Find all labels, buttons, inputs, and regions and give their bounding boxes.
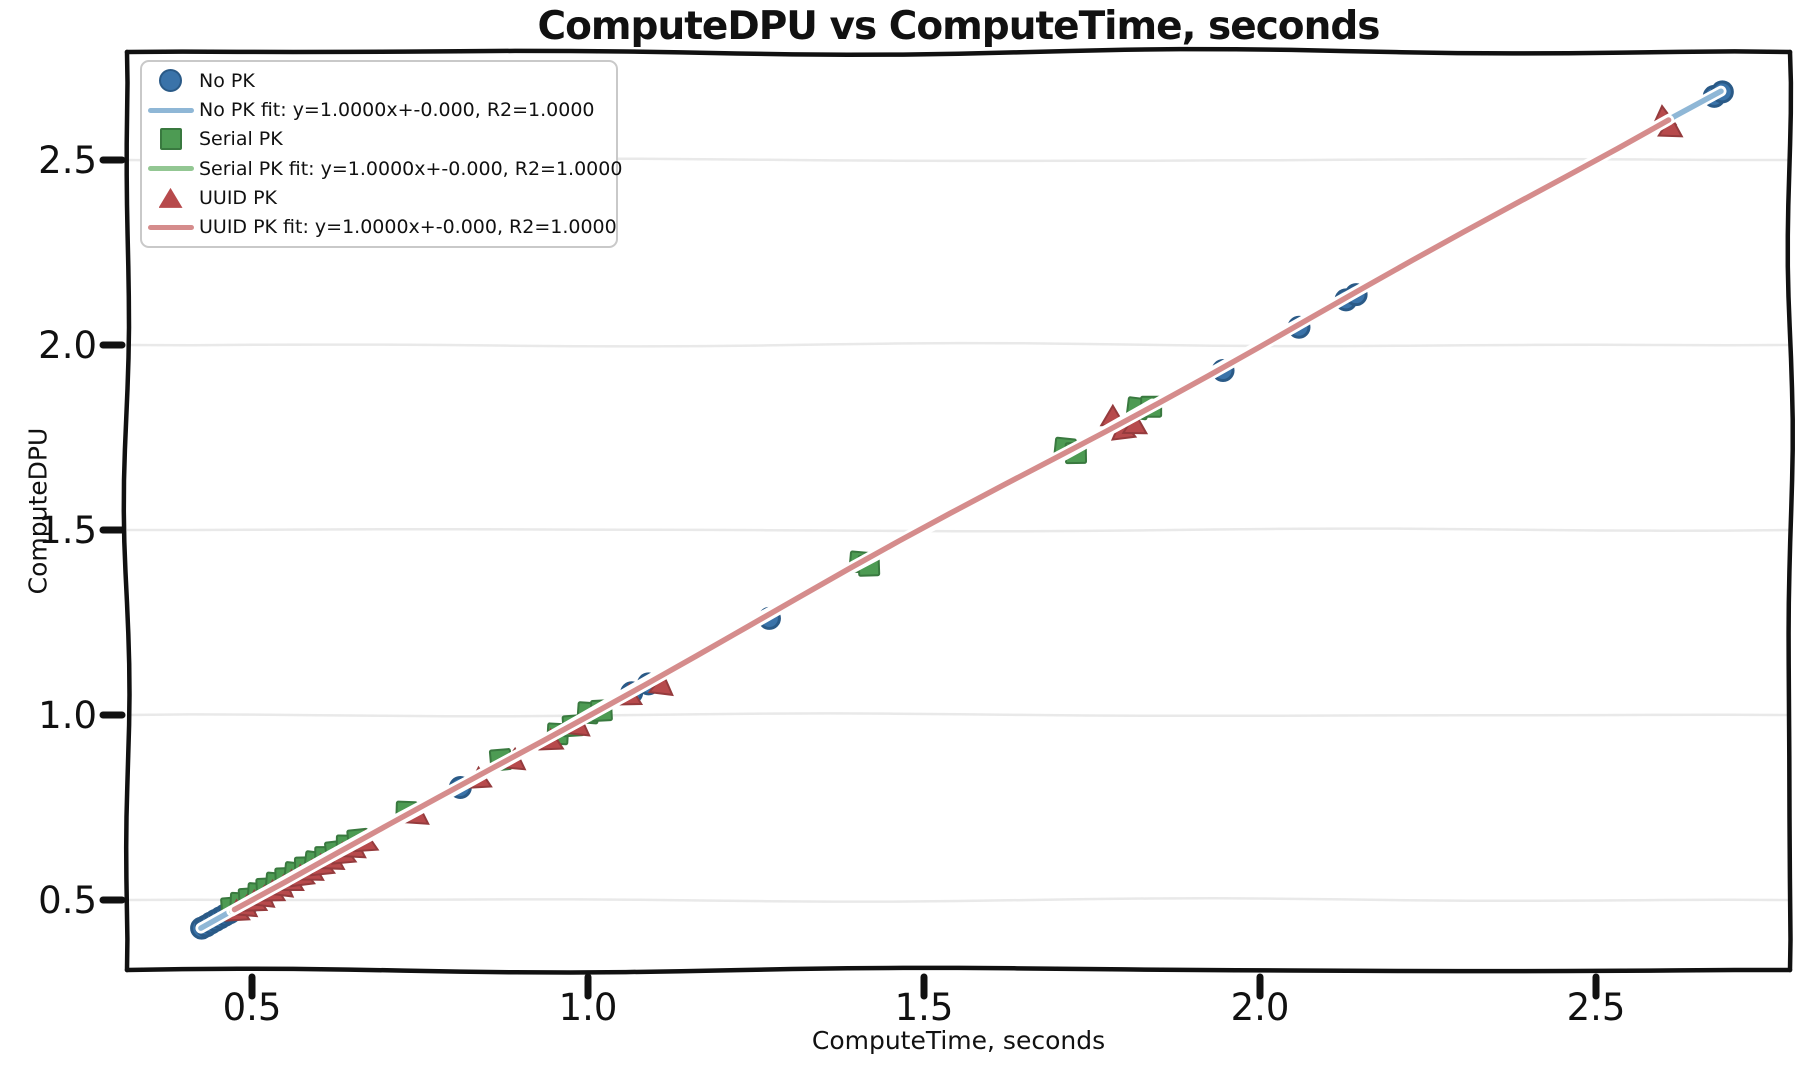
grid-line bbox=[127, 527, 1791, 533]
no-pk-circle-icon bbox=[159, 69, 182, 93]
y-tick-label: 1.0 bbox=[38, 694, 97, 737]
legend-row-uuid-pk: UUID PK bbox=[142, 183, 616, 212]
x-tick-label: 1.5 bbox=[895, 986, 954, 1029]
y-tick-label: 0.5 bbox=[38, 879, 97, 922]
legend-label: UUID PK bbox=[199, 186, 278, 209]
chart-title: ComputeDPU vs ComputeTime, seconds bbox=[537, 4, 1381, 49]
serial-pk-square-icon bbox=[159, 128, 182, 151]
x-tick-label: 2.0 bbox=[1231, 986, 1290, 1029]
plot-frame bbox=[1785, 49, 1795, 973]
grid-line bbox=[126, 341, 1791, 348]
grid-line bbox=[126, 897, 1791, 903]
y-tick-label: 2.5 bbox=[38, 139, 97, 182]
legend-row-serial-pk: Serial PK bbox=[142, 125, 616, 154]
grid-line bbox=[126, 712, 1791, 718]
y-axis-label: ComputeDPU bbox=[23, 427, 53, 595]
legend-label: UUID PK fit: y=1.0000x+-0.000, R2=1.0000 bbox=[199, 216, 617, 239]
legend: No PK No PK fit: y=1.0000x+-0.000, R2=1.… bbox=[140, 60, 622, 248]
uuid-pk-triangle-icon bbox=[158, 187, 183, 208]
legend-row-serial-pk-fit: Serial PK fit: y=1.0000x+-0.000, R2=1.00… bbox=[142, 154, 622, 183]
y-tick-label: 1.5 bbox=[38, 509, 97, 552]
x-axis-label: ComputeTime, seconds bbox=[811, 1026, 1106, 1055]
plot-frame bbox=[121, 49, 132, 973]
plot-frame bbox=[124, 965, 1793, 975]
y-tick-label: 2.0 bbox=[38, 324, 97, 367]
legend-row-no-pk-fit: No PK fit: y=1.0000x+-0.000, R2=1.0000 bbox=[142, 96, 616, 125]
x-tick-label: 1.0 bbox=[559, 986, 618, 1029]
uuid-pk-fit-line-icon bbox=[147, 224, 194, 230]
plot-frame bbox=[124, 46, 1793, 58]
x-tick-label: 0.5 bbox=[223, 986, 282, 1029]
legend-row-uuid-pk-fit: UUID PK fit: y=1.0000x+-0.000, R2=1.0000 bbox=[142, 213, 617, 242]
legend-label: Serial PK fit: y=1.0000x+-0.000, R2=1.00… bbox=[199, 157, 623, 180]
legend-label: Serial PK bbox=[199, 128, 283, 151]
legend-label: No PK fit: y=1.0000x+-0.000, R2=1.0000 bbox=[199, 99, 595, 122]
legend-row-no-pk: No PK bbox=[142, 66, 616, 95]
legend-label: No PK bbox=[199, 69, 255, 92]
fit-line-uuid-pk bbox=[231, 117, 1672, 913]
x-tick-label: 2.5 bbox=[1567, 986, 1626, 1029]
serial-pk-fit-line-icon bbox=[147, 166, 194, 172]
no-pk-fit-line-icon bbox=[147, 107, 194, 113]
